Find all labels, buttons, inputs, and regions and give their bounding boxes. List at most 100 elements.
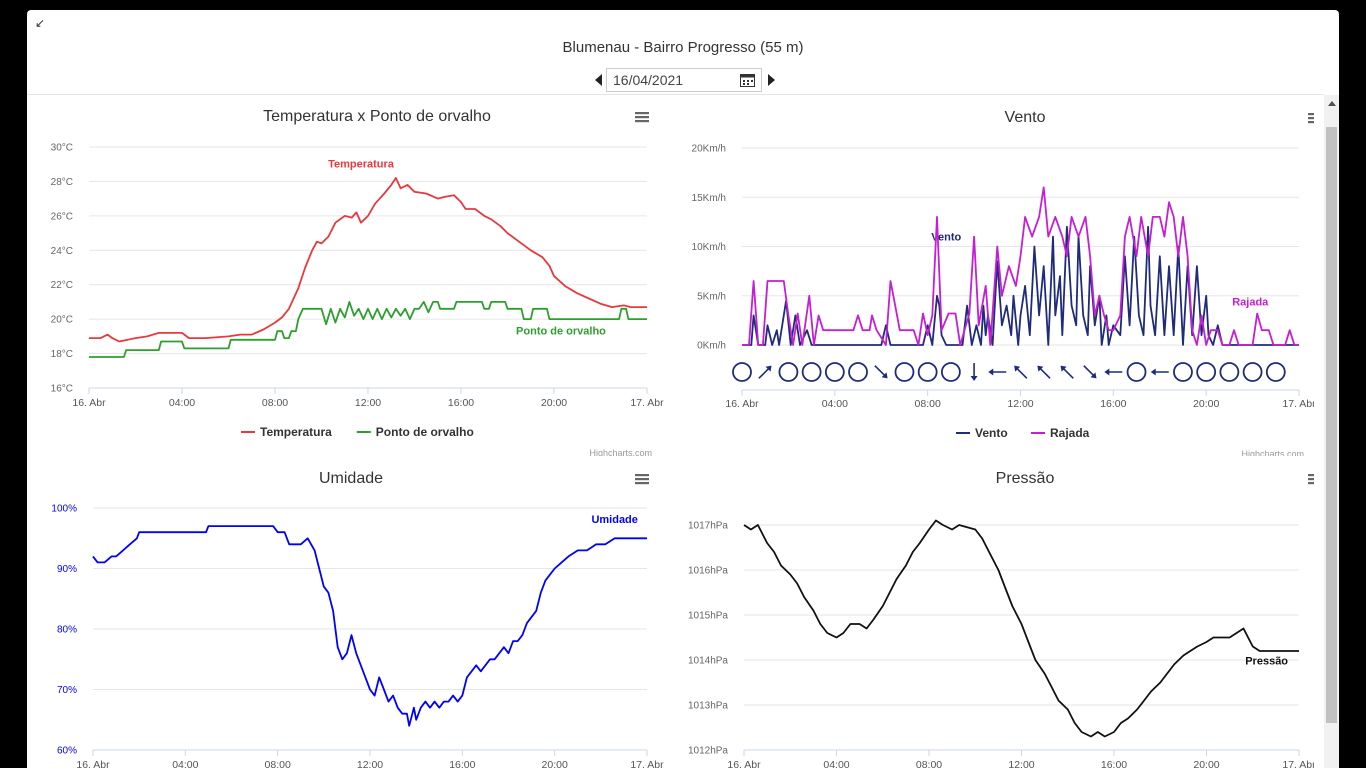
wind-direction-arrow-icon xyxy=(1083,365,1097,379)
wind-calm-marker xyxy=(1219,362,1240,382)
hamburger-menu-icon[interactable] xyxy=(1308,113,1314,124)
y-tick-label: 1015hPa xyxy=(688,611,728,622)
legend-item: Vento xyxy=(975,426,1008,440)
wind-calm-marker xyxy=(824,362,845,382)
previous-day-arrow-icon[interactable] xyxy=(595,74,602,86)
wind-calm-marker xyxy=(1242,362,1263,382)
wind-calm-marker xyxy=(1126,362,1147,382)
wind-calm-marker xyxy=(917,362,938,382)
wind-direction-arrow-icon xyxy=(970,363,978,381)
y-tick-label: 0Km/h xyxy=(697,341,726,352)
highcharts-credits: Highcharts.com xyxy=(1241,449,1304,456)
y-tick-label: 90% xyxy=(57,564,77,575)
y-tick-label: 22°C xyxy=(51,280,73,291)
y-tick-label: 1014hPa xyxy=(688,656,728,667)
hamburger-menu-icon[interactable] xyxy=(635,112,649,123)
x-tick-label: 20:00 xyxy=(542,759,568,768)
vertical-scrollbar[interactable] xyxy=(1324,95,1339,768)
wind-direction-arrow-icon xyxy=(758,365,772,379)
y-tick-label: 24°C xyxy=(51,246,73,257)
legend-item: Rajada xyxy=(1050,426,1090,440)
y-tick-label: 18°C xyxy=(51,349,73,360)
wind-calm-marker xyxy=(848,362,868,382)
x-tick-label: 04:00 xyxy=(169,397,195,409)
wind-calm-marker xyxy=(1265,362,1286,382)
wind-calm-marker xyxy=(1173,362,1193,382)
y-tick-label: 1013hPa xyxy=(688,701,728,712)
series-line-pressão xyxy=(743,519,1299,738)
x-tick-label: 04:00 xyxy=(823,759,849,768)
y-tick-label: 15Km/h xyxy=(692,193,726,204)
x-tick-label: 17. Abr xyxy=(1282,398,1314,410)
x-tick-label: 16. Abr xyxy=(725,398,759,410)
x-tick-label: 17. Abr xyxy=(630,759,664,768)
series-line-temperatura xyxy=(89,177,647,343)
scroll-up-arrow-icon[interactable] xyxy=(1328,101,1336,106)
x-tick-label: 16. Abr xyxy=(727,759,761,768)
pressure-chart: Pressão 1012hPa 1013hPa 1014hPa 1015hPa 1016h… xyxy=(688,470,1314,768)
x-tick-label: 12:00 xyxy=(355,397,381,409)
x-tick-label: 12:00 xyxy=(1007,398,1033,410)
wind-calm-marker xyxy=(894,362,915,382)
series-line-ponto-de-orvalho xyxy=(89,301,647,358)
wind-direction-arrow-icon xyxy=(1014,365,1028,379)
calendar-icon[interactable] xyxy=(740,73,755,87)
chart-title: Umidade xyxy=(319,470,383,487)
x-tick-label: 08:00 xyxy=(915,398,941,410)
x-tick-label: 20:00 xyxy=(1193,759,1219,768)
next-day-arrow-icon[interactable] xyxy=(768,74,775,86)
wind-calm-marker xyxy=(1196,362,1217,382)
header-divider xyxy=(27,94,1324,95)
y-tick-label: 1012hPa xyxy=(688,746,728,757)
x-tick-label: 04:00 xyxy=(822,398,848,410)
y-tick-label: 1017hPa xyxy=(688,521,728,532)
wind-direction-arrow-icon xyxy=(874,365,888,379)
chart-title: Vento xyxy=(1005,109,1046,126)
wind-calm-marker xyxy=(732,362,752,382)
y-tick-label: 20°C xyxy=(51,315,73,326)
wind-calm-marker xyxy=(778,362,799,382)
x-tick-label: 17. Abr xyxy=(630,397,664,409)
y-tick-label: 28°C xyxy=(51,177,73,188)
scrollbar-thumb[interactable] xyxy=(1326,127,1337,723)
temperature-chart: Temperatura x Ponto de orvalho 16°C 18°C 20… xyxy=(51,108,664,456)
x-tick-label: 16:00 xyxy=(448,397,474,409)
x-tick-label: 16. Abr xyxy=(76,759,110,768)
series-data-label: Umidade xyxy=(591,514,637,526)
series-line-rajada xyxy=(742,186,1299,346)
series-data-label: Temperatura xyxy=(328,159,395,171)
x-tick-label: 12:00 xyxy=(357,759,383,768)
y-tick-label: 70% xyxy=(57,685,77,696)
x-tick-label: 16:00 xyxy=(1101,759,1127,768)
y-tick-label: 60% xyxy=(57,746,77,757)
wind-direction-arrow-icon xyxy=(1037,365,1051,379)
series-line-umidade xyxy=(92,525,647,727)
highcharts-credits: Highcharts.com xyxy=(589,448,652,456)
y-tick-label: 10Km/h xyxy=(692,242,726,253)
y-tick-label: 26°C xyxy=(51,211,73,222)
hamburger-menu-icon[interactable] xyxy=(635,474,649,485)
x-tick-label: 16:00 xyxy=(1100,398,1126,410)
hamburger-menu-icon[interactable] xyxy=(1308,474,1314,485)
legend-item: Temperatura xyxy=(260,425,332,439)
station-title: Blumenau - Bairro Progresso (55 m) xyxy=(562,39,804,56)
collapse-icon[interactable]: ↙ xyxy=(35,16,46,30)
x-tick-label: 16:00 xyxy=(449,759,475,768)
x-tick-label: 08:00 xyxy=(262,397,288,409)
x-tick-label: 08:00 xyxy=(916,759,942,768)
wind-calm-marker xyxy=(940,362,961,382)
series-data-label: Pressão xyxy=(1245,656,1288,668)
y-tick-label: 16°C xyxy=(51,384,73,395)
y-tick-label: 20Km/h xyxy=(692,144,726,155)
wind-chart: Vento 0Km/h 5Km/h 10Km/h 15Km/h 20Km/h 16. Abr… xyxy=(692,109,1314,456)
date-picker-input[interactable]: 16/04/2021 xyxy=(606,68,762,92)
humidity-chart: Umidade 60% 70% 80% 90% 100% 16. Abr 04:00 08:00… xyxy=(51,470,664,768)
wind-calm-marker xyxy=(801,362,822,382)
x-tick-label: 04:00 xyxy=(172,759,198,768)
wind-direction-arrow-icon xyxy=(1150,368,1169,376)
series-data-label: Ponto de orvalho xyxy=(516,326,606,338)
wind-direction-arrow-icon xyxy=(1060,365,1074,379)
legend-item: Ponto de orvalho xyxy=(376,425,474,439)
chart-title: Temperatura x Ponto de orvalho xyxy=(263,108,491,125)
x-tick-label: 12:00 xyxy=(1008,759,1034,768)
